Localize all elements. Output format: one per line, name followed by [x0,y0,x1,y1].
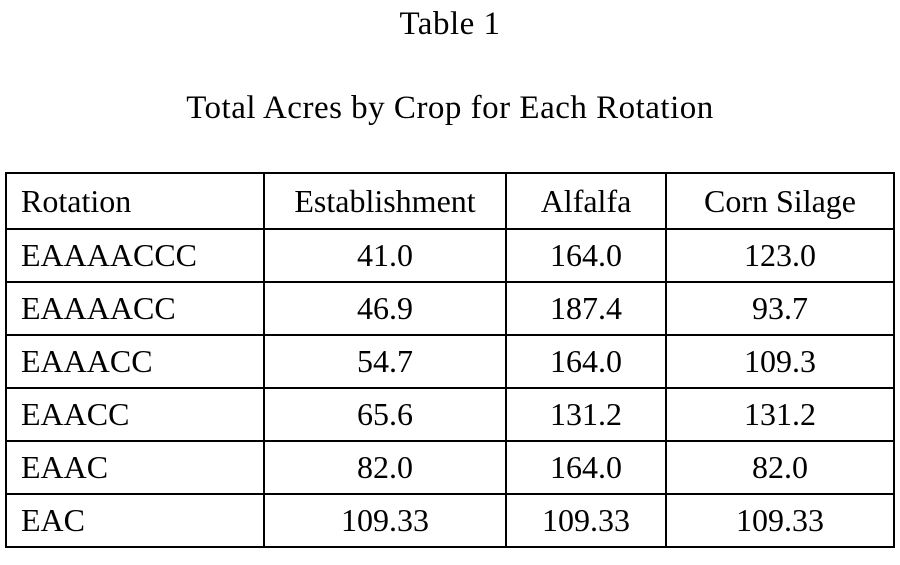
header-row: Rotation Establishment Alfalfa Corn Sila… [5,172,895,230]
column-header-alfalfa: Alfalfa [505,172,667,230]
corn-silage-cell: 123.0 [665,228,895,283]
page-subtitle: Total Acres by Crop for Each Rotation [186,90,714,126]
alfalfa-cell: 164.0 [505,440,667,495]
corn-silage-cell: 109.33 [665,493,895,548]
column-header-corn-silage: Corn Silage [665,172,895,230]
corn-silage-cell: 93.7 [665,281,895,336]
table-row: EAACC 65.6 131.2 131.2 [5,387,895,442]
establishment-cell: 109.33 [263,493,507,548]
rotation-cell: EAACC [5,387,265,442]
alfalfa-cell: 109.33 [505,493,667,548]
column-header-rotation: Rotation [5,172,265,230]
acres-table: Rotation Establishment Alfalfa Corn Sila… [5,172,895,548]
page-title: Table 1 [399,6,501,42]
alfalfa-cell: 164.0 [505,228,667,283]
rotation-cell: EAAAACCC [5,228,265,283]
table-row: EAAAACCC 41.0 164.0 123.0 [5,228,895,283]
rotation-cell: EAC [5,493,265,548]
table-row: EAAAACC 46.9 187.4 93.7 [5,281,895,336]
rotation-cell: EAAAACC [5,281,265,336]
establishment-cell: 41.0 [263,228,507,283]
table-header: Rotation Establishment Alfalfa Corn Sila… [5,172,895,230]
rotation-cell: EAAC [5,440,265,495]
corn-silage-cell: 131.2 [665,387,895,442]
establishment-cell: 65.6 [263,387,507,442]
table-row: EAAACC 54.7 164.0 109.3 [5,334,895,389]
alfalfa-cell: 164.0 [505,334,667,389]
table-body: EAAAACCC 41.0 164.0 123.0 EAAAACC 46.9 1… [5,228,895,548]
establishment-cell: 54.7 [263,334,507,389]
alfalfa-cell: 187.4 [505,281,667,336]
corn-silage-cell: 109.3 [665,334,895,389]
establishment-cell: 82.0 [263,440,507,495]
table-row: EAAC 82.0 164.0 82.0 [5,440,895,495]
column-header-establishment: Establishment [263,172,507,230]
table-row: EAC 109.33 109.33 109.33 [5,493,895,548]
corn-silage-cell: 82.0 [665,440,895,495]
rotation-cell: EAAACC [5,334,265,389]
establishment-cell: 46.9 [263,281,507,336]
alfalfa-cell: 131.2 [505,387,667,442]
